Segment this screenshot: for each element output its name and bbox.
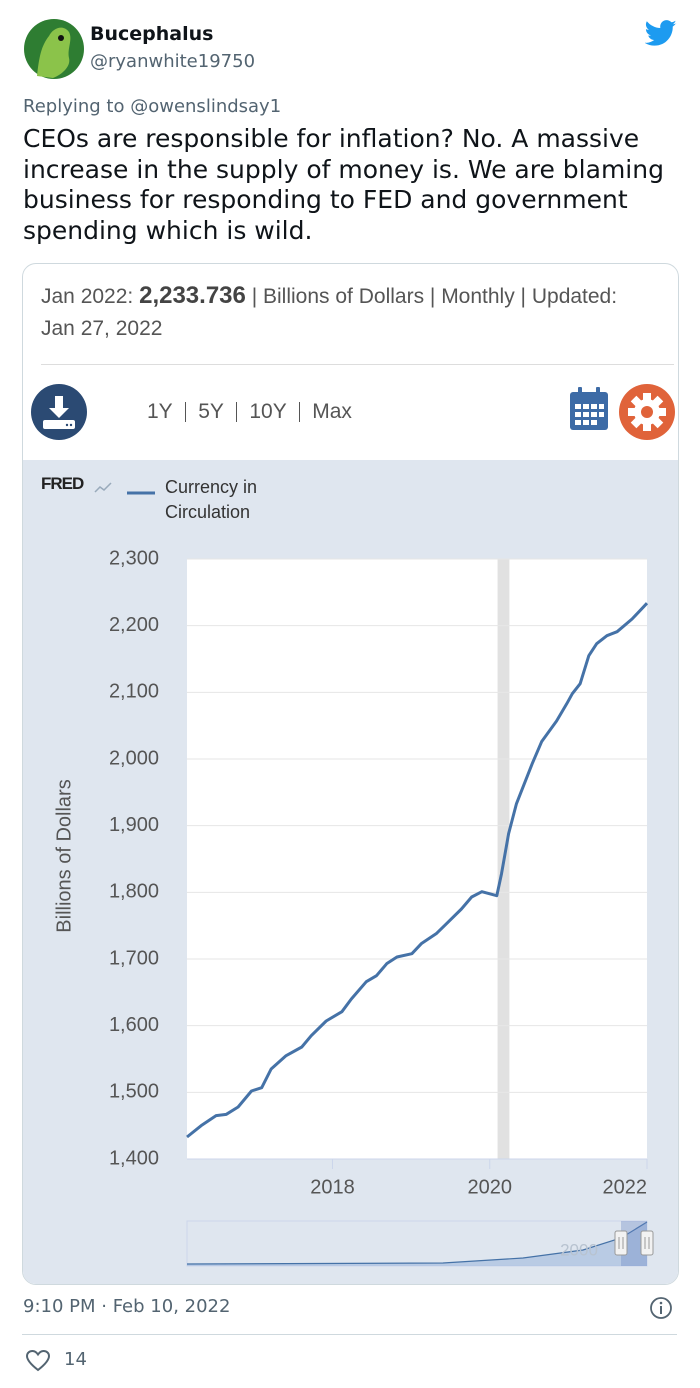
chart: FRED Billions of Dollars 1,400 1,500 1,600… <box>41 474 654 1267</box>
author-handle[interactable]: @ryanwhite19750 <box>90 51 256 72</box>
y-tick-label: 1,700 <box>109 947 159 969</box>
navigator-area <box>187 1222 647 1266</box>
tweet-text: CEOs are responsible for inflation? No. … <box>23 124 664 247</box>
tweet-line: CEOs are responsible for inflation? No. … <box>23 124 640 153</box>
timestamp: 9:10 PM · Feb 10, 2022 <box>23 1296 231 1317</box>
y-tick-label: 1,800 <box>109 881 159 903</box>
legend-label: Currency in Circulation <box>165 477 258 522</box>
author-name[interactable]: Bucephalus <box>90 23 214 45</box>
updated-date: Jan 27, 2022 <box>41 317 163 340</box>
tweet-line: business for responding to FED and gover… <box>23 185 628 215</box>
y-tick-label: 2,000 <box>109 747 159 769</box>
y-tick-label: 2,100 <box>109 681 159 703</box>
y-tick-label: 1,600 <box>109 1014 159 1036</box>
navigator-handle[interactable] <box>614 1230 628 1256</box>
range-button[interactable]: 5Y <box>198 400 224 423</box>
divider <box>22 1334 677 1335</box>
calendar-button[interactable] <box>569 386 609 432</box>
series-line <box>186 602 649 1139</box>
divider <box>41 364 674 365</box>
details: | Billions of Dollars | Monthly | Update… <box>251 285 618 308</box>
x-tick-label: 2018 <box>310 1176 355 1198</box>
reply-mention[interactable]: @owenslindsay1 <box>130 96 282 117</box>
settings-button[interactable] <box>619 384 675 440</box>
y-tick-label: 1,900 <box>109 814 159 836</box>
navigator-handle[interactable] <box>640 1230 654 1256</box>
tweet-line: spending which is wild. <box>23 216 313 246</box>
range-button[interactable]: 10Y <box>249 400 287 423</box>
separator <box>184 402 187 422</box>
download-button[interactable] <box>31 384 87 440</box>
x-tick-label: 2020 <box>467 1176 512 1198</box>
navigator-label: 2000 <box>560 1240 598 1259</box>
twitter-logo[interactable] <box>645 20 677 47</box>
like-count: 14 <box>64 1349 87 1370</box>
fred-card[interactable]: Jan 2022: 2,233.736 | Billions of Dollar… <box>22 263 679 1285</box>
separator <box>235 402 238 422</box>
y-tick-label: 1,500 <box>109 1081 159 1103</box>
latest-value: 2,233.736 <box>139 282 246 309</box>
y-tick-label: 2,300 <box>109 547 159 569</box>
info-icon[interactable] <box>649 1296 673 1320</box>
reply-line: Replying to @owenslindsay1 <box>23 96 281 117</box>
y-tick-label: 1,400 <box>109 1147 159 1169</box>
like-button[interactable] <box>25 1349 51 1373</box>
y-axis-label: Billions of Dollars <box>53 779 75 932</box>
x-tick-label: 2022 <box>603 1176 648 1198</box>
reply-prefix: Replying to <box>23 96 125 117</box>
avatar[interactable] <box>23 18 85 80</box>
plot-background <box>187 559 647 1159</box>
tweet-line: increase in the supply of money is. We a… <box>23 154 664 184</box>
date-label: Jan 2022: <box>41 285 134 308</box>
y-tick-label: 2,200 <box>109 614 159 636</box>
source-logo: FRED <box>41 474 84 493</box>
range-button[interactable]: Max <box>312 400 352 423</box>
card-header: Jan 2022: 2,233.736 | Billions of Dollar… <box>41 282 617 310</box>
range-button[interactable]: 1Y <box>147 400 173 423</box>
range-buttons: 1Y 5Y 10Y Max <box>147 400 352 424</box>
separator <box>298 402 301 422</box>
